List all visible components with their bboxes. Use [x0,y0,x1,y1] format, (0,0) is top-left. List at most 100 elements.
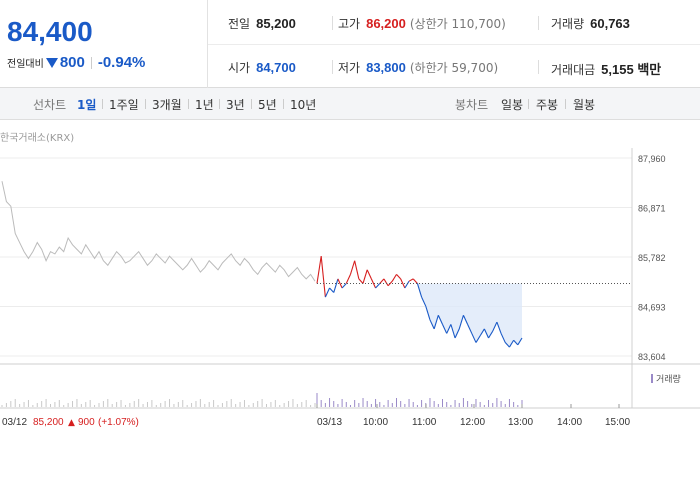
today-line-segment [425,306,431,320]
today-line-segment [421,296,427,307]
x-tick-label: 03/13 [317,417,342,428]
today-line-segment [320,256,326,298]
up-arrow-icon: ▲ [68,418,75,428]
stat-value: 85,200 [256,16,296,31]
line-chart-label: 선차트 [33,98,67,112]
prev-day-change: 900 [78,417,95,428]
drop-area [417,283,522,348]
today-line-segment [370,278,377,289]
volume-legend: 거래량 [656,373,681,385]
stat-prev-close: 전일 85,200 [228,15,296,32]
y-tick-label: 84,693 [638,303,666,313]
today-line-segment [383,278,389,287]
today-line-segment [488,330,494,339]
today-line-segment [437,315,444,325]
divider [332,60,333,74]
change-label: 전일대비 [7,59,44,70]
x-axis: 03/13 10:00 11:00 12:00 13:00 14:00 15:00 [316,404,630,428]
stat-open: 시가 84,700 [228,59,296,76]
stat-label: 거래량 [551,17,585,31]
today-line-segment [354,260,360,280]
today-line-segment [479,328,485,337]
stat-value: 84,700 [256,60,296,75]
today-line-segment [366,269,372,280]
divider [188,99,189,109]
tab-weekly[interactable]: 주봉 [536,98,559,112]
today-line-segment [341,283,347,289]
today-line-segment [513,339,519,346]
divider [283,99,284,109]
divider [251,99,252,109]
today-line-segment [475,335,481,343]
today-line-segment [450,324,456,339]
today-line-segment [508,339,515,348]
x-tick-label: 15:00 [605,417,630,428]
drop-area-fill [417,283,522,348]
divider [102,99,103,109]
prev-day-date: 03/12 [2,417,27,428]
today-line-segment [316,256,322,284]
chart-grid [0,148,700,409]
stat-label: 고가 [338,17,361,31]
today-line-segment [416,283,423,298]
today-line-segment [471,333,477,343]
stat-amount: 거래대금 5,155 백만 [551,59,661,78]
today-line-segment [324,287,331,298]
prev-day-price: 85,200 [33,417,64,428]
tab-1w[interactable]: 1주일 [109,98,139,112]
today-line-segment [429,319,435,330]
today-line-segment [462,315,469,325]
today-line-segment [358,278,364,284]
tab-monthly[interactable]: 월봉 [573,98,596,112]
divider [538,16,539,30]
x-tick-label: 11:00 [412,417,437,428]
stat-value: 60,763 [590,16,630,31]
prev-day-pct: (+1.07%) [98,417,139,428]
today-line-segment [442,324,448,334]
y-tick-label: 87,960 [638,154,666,164]
price-stats: 전일 85,200 고가 86,200 (상한가 110,700) 거래량 60… [208,0,700,88]
down-arrow-icon [45,57,58,68]
y-tick-label: 86,871 [638,204,666,214]
today-line-segment [408,278,414,282]
change-value: 800 [59,54,85,71]
today-line-segment [400,278,406,289]
today-line-segment [362,269,368,284]
x-tick-label: 12:00 [460,417,485,428]
today-line-segment [458,315,464,330]
prev-day-line [1,181,316,282]
volume-legend-swatch [651,374,653,383]
stat-volume: 거래량 60,763 [551,15,630,32]
stat-label: 전일 [228,17,251,31]
change-percent: -0.94% [97,54,146,71]
source-label: 한국거래소(KRX) [0,132,74,144]
tab-10y[interactable]: 10년 [290,98,317,112]
prev-day-note: 03/12 85,200 ▲ 900 (+1.07%) [2,417,139,428]
stat-label: 시가 [228,61,251,75]
divider [332,16,333,30]
price-lines [1,181,523,348]
divider [565,99,566,109]
quote-header: 84,400 전일대비 800 -0.94% 전일 85,200 고가 86,2… [0,0,700,88]
tab-3m[interactable]: 3개월 [152,98,182,112]
lower-limit: (하한가 59,700) [409,61,499,75]
today-line-segment [396,273,402,280]
today-line-segment [517,337,523,346]
today-line-segment [454,328,460,339]
x-tick-label: 10:00 [363,417,388,428]
tab-1y[interactable]: 1년 [195,98,214,112]
stat-value: 86,200 [366,16,406,31]
today-line-segment [349,260,356,275]
divider [528,99,529,109]
tab-3y[interactable]: 3년 [226,98,245,112]
today-line-segment [391,274,397,282]
today-line-segment [412,278,418,284]
today-line-segment [446,324,452,334]
price-summary: 84,400 전일대비 800 -0.94% [0,0,208,88]
current-price: 84,400 [7,16,93,47]
today-line-segment [345,274,351,284]
tab-1d[interactable]: 1일 [77,98,97,112]
tab-5y[interactable]: 5년 [258,98,277,112]
tab-daily[interactable]: 일봉 [501,98,524,112]
today-line-segment [492,321,498,332]
